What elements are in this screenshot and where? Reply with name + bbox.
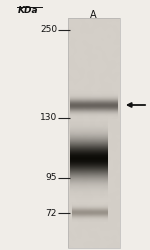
Text: 72: 72: [46, 208, 57, 218]
Text: 130: 130: [40, 114, 57, 122]
Bar: [68, 18, 120, 248]
Text: KDa: KDa: [18, 6, 39, 15]
Text: 95: 95: [45, 174, 57, 182]
Text: 250: 250: [40, 26, 57, 35]
Text: A: A: [90, 10, 96, 20]
